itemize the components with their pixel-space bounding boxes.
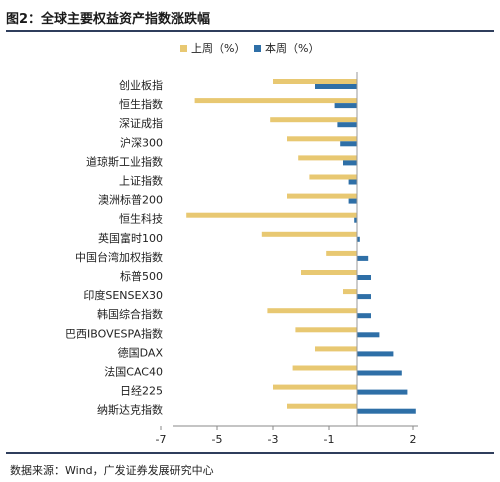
bar-this-week (357, 332, 380, 338)
bar-last-week (186, 212, 357, 218)
bar-this-week (334, 103, 357, 109)
category-label: 沪深300 (120, 135, 163, 149)
bar-last-week (287, 136, 357, 142)
bar-this-week (354, 217, 357, 223)
category-label: 日经225 (120, 385, 163, 398)
category-label: 深证成指 (119, 116, 163, 130)
bar-last-week (301, 270, 357, 275)
bar-this-week (357, 389, 408, 395)
bar-last-week (326, 250, 357, 256)
category-label: 创业板指 (119, 78, 163, 92)
category-label: 纳斯达克指数 (97, 403, 163, 417)
category-label: 德国DAX (118, 345, 164, 359)
bar-this-week (315, 84, 357, 89)
bar-last-week (315, 346, 357, 352)
bar-this-week (357, 370, 402, 376)
bar-last-week (309, 174, 357, 180)
bar-last-week (261, 231, 357, 237)
bar-last-week (295, 327, 357, 333)
x-tick-label: -5 (212, 433, 223, 446)
source-rule (6, 452, 494, 454)
category-label: 印度SENSEX30 (83, 288, 163, 302)
x-tick-label: -7 (156, 433, 167, 446)
category-label: 中国台湾加权指数 (75, 250, 163, 264)
bar-this-week (343, 160, 357, 166)
bar-this-week (357, 275, 371, 280)
category-label: 道琼斯工业指数 (86, 154, 163, 168)
category-label: 恒生指数 (119, 97, 163, 111)
bar-last-week (194, 98, 357, 104)
x-tick-label: -3 (268, 433, 279, 446)
x-tick-label: 2 (410, 433, 417, 446)
bar-last-week (287, 193, 357, 199)
bar-last-week (270, 117, 357, 123)
category-label: 澳洲标普200 (98, 193, 163, 207)
category-label: 恒生科技 (119, 212, 163, 226)
bar-this-week (357, 255, 369, 261)
bar-last-week (292, 365, 357, 371)
bar-this-week (357, 351, 394, 357)
legend: 上周（%） 本周（%） (180, 41, 319, 55)
legend-label-this-week: 本周（%） (265, 41, 319, 55)
category-label: 巴西IBOVESPA指数 (65, 326, 163, 340)
bar-this-week (357, 236, 360, 242)
category-label: 法国CAC40 (104, 365, 163, 379)
bar-this-week (357, 294, 371, 300)
legend-swatch-last-week (180, 45, 187, 52)
bar-this-week (348, 179, 357, 185)
bar-last-week (287, 403, 357, 409)
bar-last-week (267, 308, 357, 314)
chart-title: 图2：全球主要权益资产指数涨跌幅 (6, 12, 211, 27)
bar-last-week (273, 384, 357, 390)
bar-last-week (343, 289, 357, 295)
category-label: 韩国综合指数 (97, 307, 163, 321)
bar-this-week (337, 122, 357, 128)
x-tick-label: -1 (324, 433, 335, 446)
title-rule (6, 30, 494, 32)
category-label: 上证指数 (119, 174, 163, 188)
bar-this-week (357, 313, 371, 319)
category-label: 标普500 (120, 269, 163, 283)
x-axis: -7 -5 -3 -1 2 (156, 72, 418, 446)
source-note: 数据来源：Wind，广发证券发展研究中心 (10, 464, 214, 477)
bar-this-week (357, 408, 416, 414)
legend-label-last-week: 上周（%） (191, 42, 245, 55)
bars-group (186, 79, 416, 414)
category-label: 英国富时100 (98, 231, 163, 245)
bar-this-week (340, 141, 357, 147)
bar-last-week (273, 79, 357, 84)
bar-this-week (348, 198, 357, 204)
legend-swatch-this-week (254, 45, 261, 52)
bar-last-week (298, 155, 357, 161)
